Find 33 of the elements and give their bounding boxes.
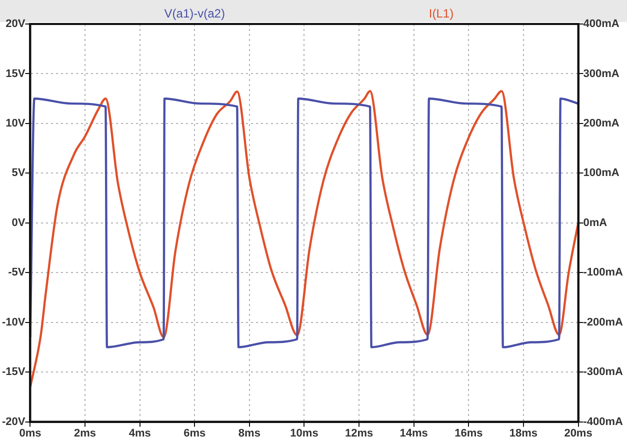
y2-tick-label: 200mA: [583, 117, 620, 130]
x-tick-label: 18ms: [509, 427, 538, 440]
x-tick-label: 12ms: [344, 427, 374, 440]
y2-tick-label: -400mA: [583, 416, 624, 428]
y-tick-label: 10V: [6, 117, 26, 130]
y2-tick-label: -300mA: [583, 366, 624, 378]
line-series: [30, 97, 578, 348]
y-tick-label: -5V: [8, 266, 26, 279]
x-tick-label: 20ms: [564, 427, 592, 440]
y2-tick-label: -200mA: [583, 316, 624, 328]
x-tick-label: 6ms: [184, 427, 206, 440]
y-tick-label: 20V: [6, 18, 26, 30]
y2-tick-label: -100mA: [583, 266, 624, 279]
line-series: [30, 90, 578, 388]
text: V(a1)-v(a2): [164, 6, 225, 20]
x-tick-label: 2ms: [74, 427, 96, 440]
x-tick-label: 16ms: [454, 427, 483, 440]
y-tick-label: -15V: [2, 366, 26, 378]
y-tick-label: -10V: [2, 316, 26, 328]
y-tick-label: 15V: [6, 68, 26, 80]
y2-tick-label: 400mA: [583, 18, 620, 30]
text: I(L1): [428, 6, 454, 20]
y-tick-label: -20V: [2, 416, 26, 428]
y2-tick-label: 300mA: [583, 68, 620, 80]
x-tick-label: 4ms: [128, 427, 151, 440]
y2-tick-label: 0mA: [583, 216, 608, 229]
x-tick-label: 14ms: [400, 427, 428, 440]
y-tick-label: 0V: [12, 216, 26, 229]
y2-tick-label: 100mA: [583, 167, 620, 180]
y-tick-label: 5V: [12, 167, 26, 180]
x-tick-label: 8ms: [238, 427, 260, 440]
x-tick-label: 10ms: [290, 427, 318, 440]
x-tick-label: 0ms: [19, 427, 42, 440]
